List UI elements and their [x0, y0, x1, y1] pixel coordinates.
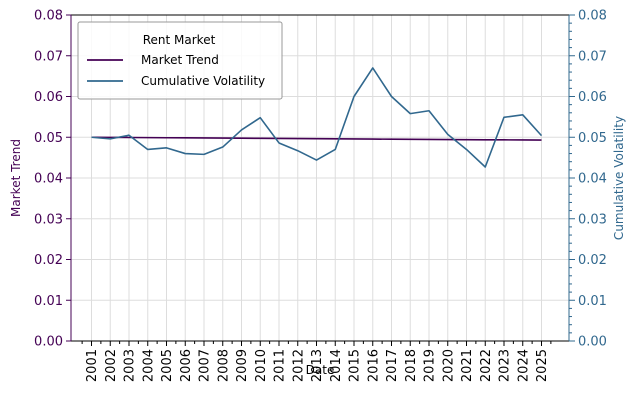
x-tick-label: 2007	[198, 349, 213, 382]
left-y-tick-label: 0.01	[34, 294, 63, 309]
axes	[66, 14, 575, 346]
left-y-tick-label: 0.04	[34, 172, 63, 187]
x-tick-label: 2014	[329, 349, 344, 382]
x-tick-label: 2008	[216, 349, 231, 382]
x-tick-label: 2024	[516, 349, 531, 382]
x-tick-label: 2018	[404, 349, 419, 382]
x-tick-label: 2010	[254, 349, 269, 382]
x-tick-label: 2020	[441, 349, 456, 382]
right-y-tick-label: 0.06	[578, 90, 607, 105]
right-y-tick-label: 0.02	[578, 253, 607, 268]
left-y-tick-label: 0.08	[34, 9, 63, 24]
right-y-axis-label: Cumulative Volatility	[612, 116, 626, 240]
x-tick-label: 2016	[366, 349, 381, 382]
x-tick-label: 2015	[348, 349, 363, 382]
x-tick-label: 2001	[85, 349, 100, 382]
x-tick-label: 2019	[423, 349, 438, 382]
left-y-tick-label: 0.06	[34, 90, 63, 105]
x-tick-label: 2017	[385, 349, 400, 382]
x-axis-label: Date	[306, 363, 335, 377]
x-tick-label: 2011	[273, 349, 288, 382]
left-y-tick-label: 0.07	[34, 49, 63, 64]
left-y-tick-label: 0.02	[34, 253, 63, 268]
x-tick-label: 2009	[235, 349, 250, 382]
tick-labels: 0.00 0.00 0.01 0.01 0.02 0.02 0.03 0.03 0.04 0.04…	[34, 9, 607, 383]
series-line-market-trend	[91, 136, 542, 141]
right-y-tick-label: 0.07	[578, 49, 607, 64]
series-line-cumulative-volatility	[91, 67, 543, 168]
right-y-tick-label: 0.00	[578, 335, 607, 350]
legend-label-cumulative-volatility: Cumulative Volatility	[141, 74, 265, 88]
x-tick-label: 2005	[160, 349, 175, 382]
right-y-tick-label: 0.01	[578, 294, 607, 309]
series-lines	[91, 67, 543, 168]
x-tick-label: 2006	[179, 349, 194, 382]
x-tick-label: 2013	[310, 349, 325, 382]
x-tick-label: 2022	[479, 349, 494, 382]
right-y-tick-label: 0.05	[578, 131, 607, 146]
legend-box	[77, 21, 283, 100]
left-y-axis-label: Market Trend	[9, 139, 23, 217]
x-tick-label: 2012	[291, 349, 306, 382]
x-tick-label: 2025	[535, 349, 550, 382]
left-y-tick-label: 0.00	[34, 335, 63, 350]
left-y-tick-label: 0.05	[34, 131, 63, 146]
x-tick-label: 2002	[104, 349, 119, 382]
legend: Rent Market Market Trend Cumulative Vola…	[77, 21, 283, 100]
left-y-tick-label: 0.03	[34, 212, 63, 227]
x-tick-label: 2004	[141, 349, 156, 382]
legend-label-market-trend: Market Trend	[141, 53, 219, 67]
right-y-tick-label: 0.04	[578, 172, 607, 187]
x-tick-label: 2023	[498, 349, 513, 382]
right-y-tick-label: 0.08	[578, 9, 607, 24]
x-tick-label: 2021	[460, 349, 475, 382]
x-tick-label: 2003	[123, 349, 138, 382]
legend-title: Rent Market	[143, 33, 216, 47]
right-y-tick-label: 0.03	[578, 212, 607, 227]
